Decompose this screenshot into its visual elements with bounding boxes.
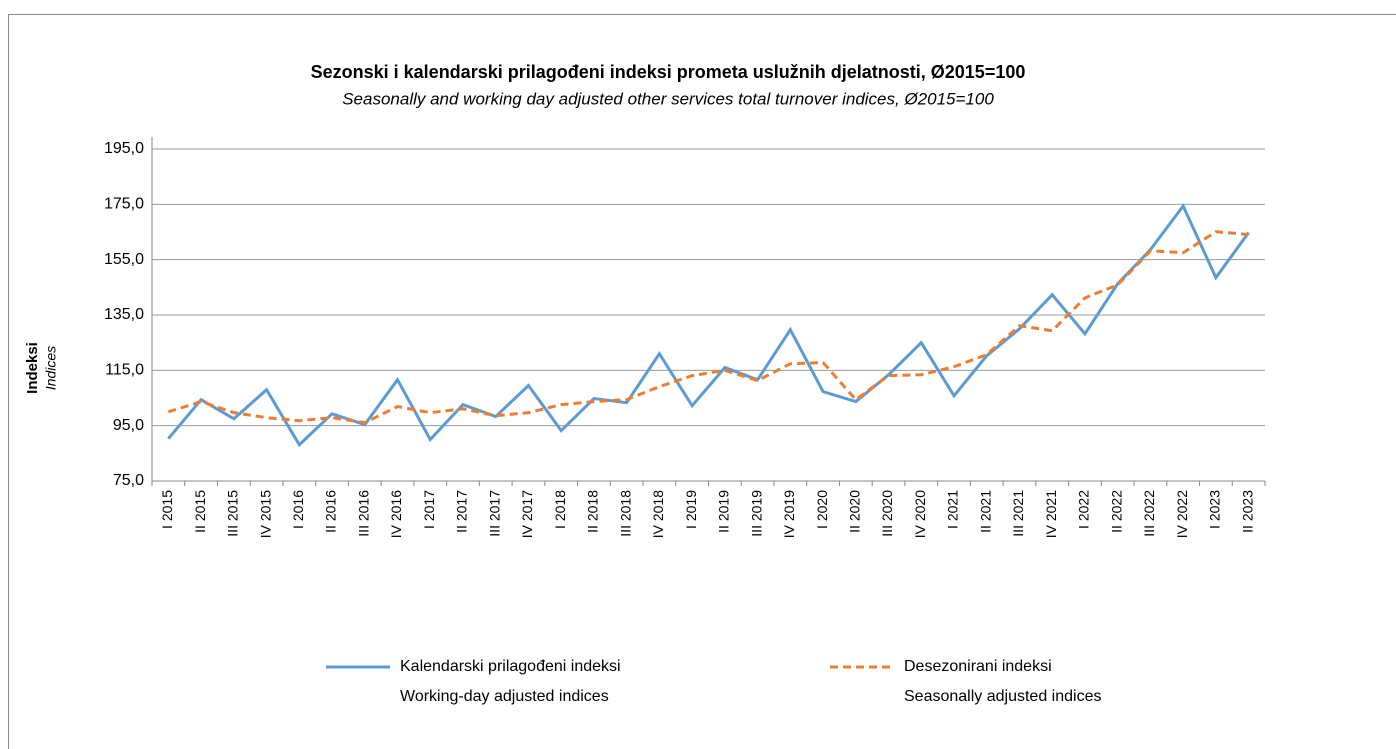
- legend-label: Kalendarski prilagođeni indeksi: [400, 658, 621, 675]
- x-tick-label: III 2020: [879, 490, 895, 537]
- x-tick-label: III 2022: [1141, 490, 1157, 537]
- x-tick-label: IV 2018: [650, 490, 666, 538]
- x-tick-label: III 2018: [617, 490, 633, 537]
- x-tick-label: II 2016: [323, 490, 339, 533]
- x-tick-label: IV 2016: [388, 490, 404, 538]
- x-tick-label: II 2019: [716, 490, 732, 533]
- x-tick-label: III 2021: [1010, 490, 1026, 537]
- y-tick-label: 155,0: [104, 251, 144, 268]
- y-axis-label-en: Indices: [43, 346, 59, 390]
- x-tick-label: III 2016: [355, 490, 371, 537]
- y-axis-label: Indeksi: [24, 342, 41, 394]
- legend-label: Desezonirani indeksi: [904, 658, 1052, 675]
- x-tick-label: I 2019: [683, 490, 699, 529]
- x-tick-label: II 2022: [1108, 490, 1124, 533]
- y-tick-label: 135,0: [104, 306, 144, 323]
- x-tick-label: IV 2017: [519, 490, 535, 538]
- x-tick-label: I 2015: [159, 490, 175, 529]
- x-tick-label: III 2015: [225, 490, 241, 537]
- x-tick-label: I 2017: [421, 490, 437, 529]
- x-tick-label: I 2020: [814, 490, 830, 529]
- x-tick-label: II 2023: [1239, 490, 1255, 533]
- x-tick-label: I 2021: [945, 490, 961, 529]
- x-tick-label: IV 2015: [257, 490, 273, 538]
- chart-frame: [8, 14, 1396, 749]
- x-tick-label: I 2018: [552, 490, 568, 529]
- x-tick-label: I 2022: [1076, 490, 1092, 529]
- x-tick-label: II 2018: [585, 490, 601, 533]
- series-line: [167, 203, 1250, 448]
- x-tick-label: III 2017: [486, 490, 502, 537]
- x-tick-label: II 2015: [192, 490, 208, 533]
- y-tick-label: 75,0: [113, 472, 144, 489]
- x-tick-label: III 2019: [748, 490, 764, 537]
- x-tick-label: II 2017: [454, 490, 470, 533]
- x-tick-label: IV 2020: [912, 490, 928, 538]
- x-tick-label: IV 2019: [781, 490, 797, 538]
- series-line: [167, 230, 1249, 425]
- legend-label-en: Working-day adjusted indices: [400, 688, 609, 705]
- y-tick-label: 115,0: [105, 362, 144, 379]
- y-tick-label: 95,0: [113, 417, 144, 434]
- x-tick-label: IV 2021: [1043, 490, 1059, 538]
- x-tick-label: IV 2022: [1174, 490, 1190, 538]
- x-tick-label: I 2023: [1207, 490, 1223, 529]
- x-tick-label: II 2020: [847, 490, 863, 533]
- x-tick-label: II 2021: [977, 490, 993, 533]
- y-tick-label: 195,0: [104, 140, 144, 157]
- y-tick-label: 175,0: [104, 196, 144, 213]
- chart-subtitle: Seasonally and working day adjusted othe…: [342, 89, 994, 108]
- x-tick-label: I 2016: [290, 490, 306, 529]
- chart-title: Sezonski i kalendarski prilagođeni indek…: [311, 62, 1026, 82]
- legend-label-en: Seasonally adjusted indices: [904, 688, 1101, 705]
